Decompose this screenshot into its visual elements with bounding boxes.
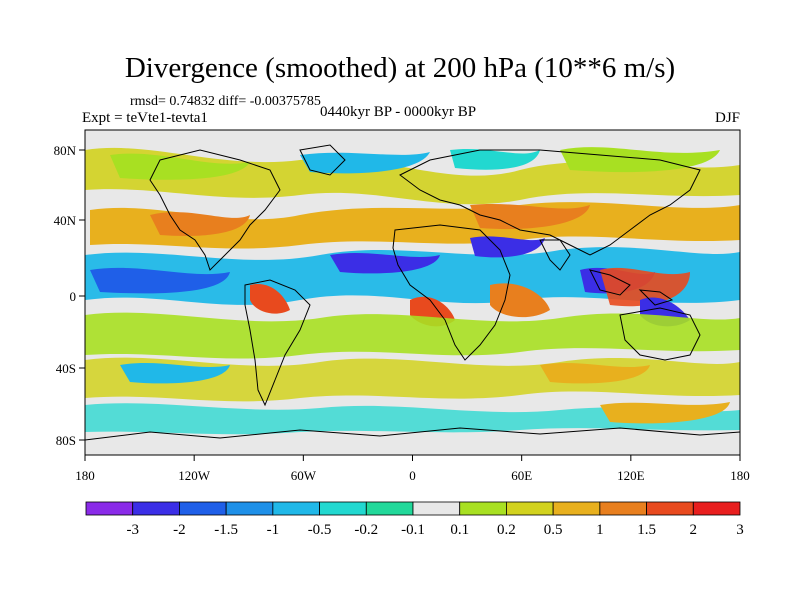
colorbar-swatch (179, 501, 227, 516)
colorbar-swatch (412, 501, 461, 516)
colorbar-swatch (85, 501, 134, 516)
experiment-label: Expt = teVte1-tevta1 (82, 110, 208, 126)
colorbar-swatch (599, 501, 647, 516)
season-label: DJF (714, 110, 740, 126)
colorbar-label: 0.2 (497, 522, 516, 538)
colorbar: -3 -2 -1.5 -1 -0.5 -0.2 -0.1 0.1 0.2 0.5 1 1.5 2 3 (85, 501, 744, 538)
colorbar-swatch (272, 501, 320, 516)
colorbar-label: 0.5 (544, 522, 563, 538)
coastlines (85, 144, 740, 441)
colorbar-label: 1 (596, 522, 604, 538)
colorbar-label: -0.5 (308, 522, 332, 538)
lat-label: 80S (56, 433, 76, 448)
lat-label: 0 (70, 289, 77, 304)
lon-label: 60W (291, 468, 317, 483)
colorbar-label: 3 (736, 522, 744, 538)
map-panel (85, 130, 740, 455)
colorbar-label: -1 (267, 522, 280, 538)
lat-label: 40N (54, 213, 77, 228)
stats-label: rmsd= 0.74832 diff= -0.00375785 (130, 94, 321, 109)
colorbar-swatch (132, 501, 180, 516)
divergence-field (85, 147, 740, 435)
colorbar-label: -3 (126, 522, 139, 538)
lat-label: 40S (56, 361, 76, 376)
colorbar-swatch (459, 501, 507, 516)
colorbar-swatch (319, 501, 367, 516)
colorbar-label: 0.1 (450, 522, 469, 538)
lon-label: 180 (75, 468, 95, 483)
colorbar-swatch (365, 501, 414, 516)
lon-label: 60E (511, 468, 532, 483)
lon-label: 180 (730, 468, 750, 483)
colorbar-label: -0.2 (354, 522, 378, 538)
colorbar-swatch (225, 501, 274, 516)
colorbar-label: -0.1 (401, 522, 425, 538)
colorbar-swatch (646, 501, 694, 516)
colorbar-swatch (506, 501, 554, 516)
lat-label: 80N (54, 143, 77, 158)
colorbar-swatch (552, 501, 601, 516)
lon-label: 120E (617, 468, 645, 483)
lon-label: 120W (178, 468, 211, 483)
lon-label: 0 (409, 468, 416, 483)
map-axes: 80N 40N 0 40S 80S 180 120W 60W 0 60E 120E 180 (54, 143, 750, 483)
colorbar-label: 2 (690, 522, 698, 538)
plot-title: Divergence (smoothed) at 200 hPa (10**6 … (124, 52, 676, 84)
period-label: 0440kyr BP - 0000kyr BP (320, 104, 477, 120)
colorbar-label: 1.5 (637, 522, 656, 538)
colorbar-label: -2 (173, 522, 186, 538)
colorbar-swatch (692, 501, 741, 516)
colorbar-label: -1.5 (214, 522, 238, 538)
